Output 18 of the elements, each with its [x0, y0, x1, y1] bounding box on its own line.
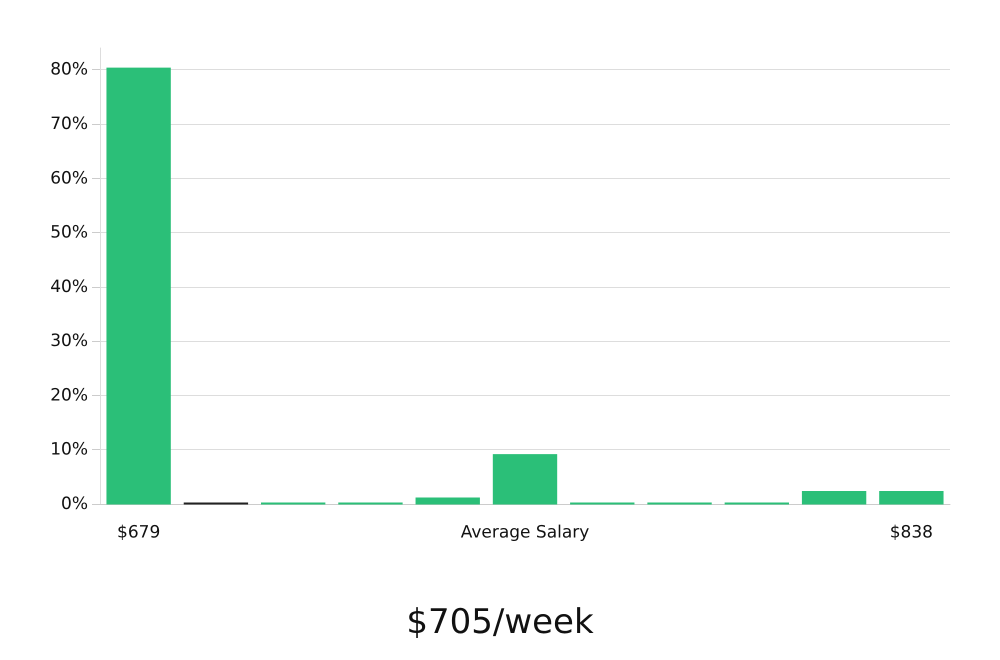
x-tick-label: $679 — [117, 522, 160, 542]
y-tick-label: 70% — [50, 114, 88, 134]
y-tick-label: 60% — [50, 168, 88, 188]
y-tick-label: 20% — [50, 385, 88, 406]
bar — [416, 498, 480, 504]
y-tick-label: 40% — [50, 276, 88, 297]
y-tick-label: 0% — [61, 494, 88, 514]
bar — [879, 491, 944, 504]
bar — [802, 491, 866, 504]
text: $705/week — [406, 602, 594, 642]
x-tick-label: $838 — [890, 522, 933, 542]
y-tick-label: 80% — [50, 60, 88, 80]
y-tick-label: 30% — [50, 331, 88, 352]
bar — [492, 454, 558, 504]
y-tick-label: 50% — [50, 222, 88, 243]
y-tick-label: 10% — [50, 440, 88, 460]
x-tick-label: Average Salary — [460, 522, 590, 542]
bar — [106, 68, 171, 504]
